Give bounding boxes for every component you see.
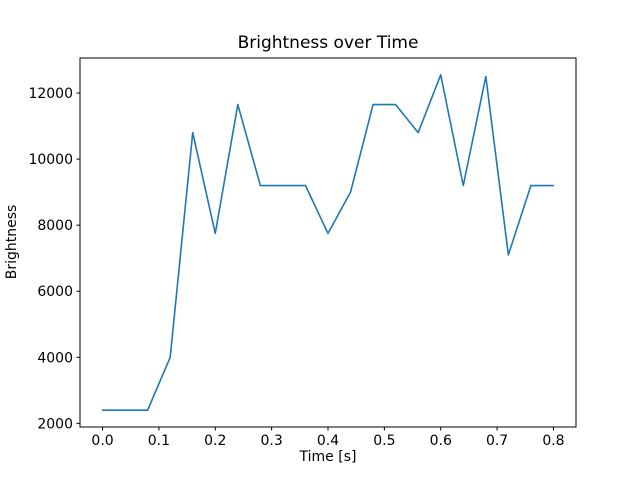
data-line	[101, 74, 555, 411]
plot-generated-layer: 0.0 0.1 0.2 0.3 0.4 0.5 0.6 0.7 0.8 2000 4000 6000 8…	[28, 57, 577, 449]
y-axis-label: Brightness	[4, 205, 20, 280]
x-tick-label: 0.8	[542, 433, 564, 449]
y-tick-label: 8000	[37, 218, 73, 234]
plot-border	[79, 57, 577, 428]
y-tick-label: 12000	[28, 86, 73, 102]
x-tick-label: 0.3	[261, 433, 283, 449]
y-tick-label: 10000	[28, 152, 73, 168]
x-tick-label: 0.6	[430, 433, 452, 449]
x-axis-label: Time [s]	[299, 449, 357, 465]
y-tick-label: 2000	[37, 416, 73, 432]
x-tick-label: 0.0	[91, 433, 113, 449]
y-tick-label: 6000	[37, 284, 73, 300]
plot-title: Brightness over Time	[238, 33, 419, 53]
x-tick-label: 0.1	[148, 433, 170, 449]
x-tick-label: 0.4	[317, 433, 339, 449]
x-tick-label: 0.5	[373, 433, 395, 449]
x-tick-label: 0.7	[486, 433, 508, 449]
x-tick-label: 0.2	[204, 433, 226, 449]
y-tick-label: 4000	[37, 350, 73, 366]
